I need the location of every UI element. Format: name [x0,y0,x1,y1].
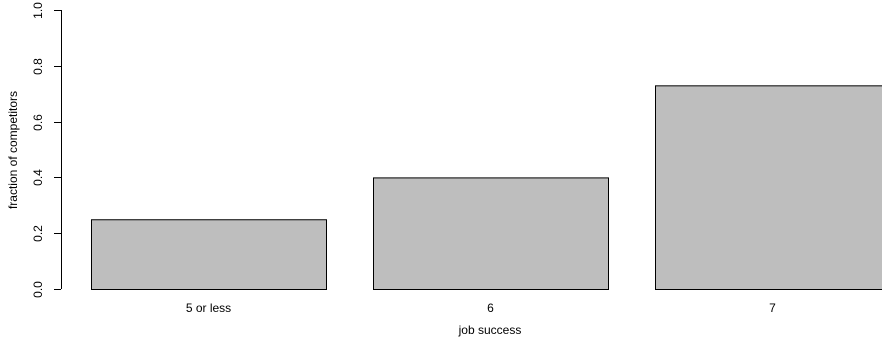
bars-group [91,85,882,290]
y-tick-label: 0.0 [31,281,45,298]
y-tick-label: 0.8 [31,58,45,75]
y-tick-label: 0.6 [31,114,45,131]
y-axis-title: fraction of competitors [6,91,20,209]
y-tick-label: 1.0 [31,2,45,19]
x-axis-title: job success [458,323,522,337]
bar-2 [655,85,882,290]
y-ticks: 0.0 0.2 0.4 0.6 0.8 1.0 [31,2,61,298]
bar-0 [91,219,327,290]
bar-1 [373,177,609,290]
x-category-labels: 5 or less 6 7 [186,301,776,315]
x-category-label: 7 [769,301,776,315]
y-tick-label: 0.4 [31,169,45,186]
y-tick-label: 0.2 [31,225,45,242]
x-category-label: 5 or less [186,301,231,315]
x-category-label: 6 [487,301,494,315]
